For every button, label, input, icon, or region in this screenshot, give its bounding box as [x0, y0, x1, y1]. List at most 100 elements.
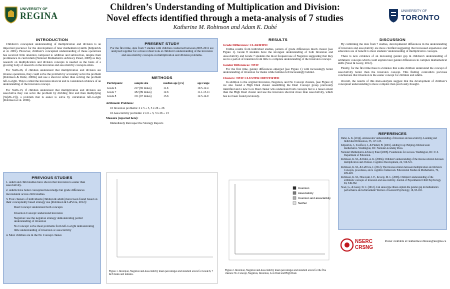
table-header-cell: Participants: [107, 81, 124, 86]
list-item: 2. Adults have better conceptual knowled… [6, 188, 85, 196]
paragraph: For 3x26÷26, if children understand that… [3, 68, 101, 87]
logo-text-top: UNIVERSITY OF [20, 7, 48, 11]
logo-toronto: UNIVERSITY OF TORONTO [388, 6, 448, 30]
result-subheading: Clusters: NEW CLUSTER IDENTIFIED [223, 76, 280, 81]
table-cell: 12.6 [163, 89, 169, 94]
crest-bar [391, 15, 396, 16]
table-cell: 11.6 [163, 85, 169, 90]
list-item: Inversion Concept: understand inversion [14, 210, 63, 215]
table-header-cell: age range [197, 81, 210, 86]
problem-line: 16 Associativity problems: 2 x 6 ÷ 3, 3 … [110, 110, 169, 115]
list-item: 3. Four clusters of individuals (childre… [6, 196, 98, 205]
crsng-text: CRSNG [355, 245, 374, 251]
section-heading: INTRODUCTION [36, 37, 68, 42]
table-cell: 182 (89 males) [134, 89, 152, 94]
list-item: Dual Concept: understand both concepts [14, 205, 63, 210]
section-heading: PRESENT STUDY [144, 40, 180, 46]
section-heading: DISCUSSION [379, 37, 406, 42]
list-item: 4. Most children are in the No Concept c… [6, 233, 63, 238]
results: RESULTS Grade Differences: CLARIFIED Unlik… [223, 37, 333, 100]
subheading: Arithmetic Problems: [106, 100, 134, 105]
title: Children’s Understanding of Multiplicati… [60, 3, 390, 24]
figure-caption: Figure 1. Inversion, Negation and Associ… [109, 270, 214, 276]
section-heading: REFERENCES [378, 130, 407, 136]
logo-regina: UNIVERSITY OF REGINA [4, 4, 64, 30]
crest-bar [391, 12, 396, 13]
present-study: PRESENT STUDY For the first time, data fr… [106, 38, 218, 72]
legend-label: Neither [298, 201, 307, 205]
paragraph: By combining the data from 7 studies, de… [338, 42, 447, 54]
figure-1: Figure 1. Inversion, Negation and Associ… [106, 172, 218, 284]
legend-label: Associativity [298, 191, 314, 195]
table-header-cell: sample size [134, 81, 149, 86]
table-row: Grade 7 182 (89 males) 12.6 11.1-13.11 [106, 90, 218, 94]
table-cell: 217 (82 males) [134, 85, 152, 90]
table-cell: Grade 6 [107, 85, 117, 90]
measure-line: Immediately Retrospective Strategy Repor… [110, 121, 164, 126]
crest [4, 6, 18, 24]
legend-swatch [292, 201, 297, 205]
table-header-cell: median age (yrs) [163, 81, 184, 86]
table-cell: Grade 7 [107, 89, 117, 94]
nserc-icon [340, 238, 354, 252]
legend-swatch [292, 196, 297, 200]
paragraph: There is new evidence of an increasing g… [338, 54, 447, 66]
table-cell: 11.1-13.11 [197, 89, 210, 94]
figure-2: Inversion Associativity Inversion and asso… [223, 178, 333, 284]
logo-text-name: TORONTO [401, 13, 440, 22]
figure-1-plot [116, 179, 213, 258]
legend-label: Inversion [298, 186, 310, 190]
logo-text-top: UNIVERSITY OF [401, 9, 427, 13]
nserc-logo: NSERC CRSNG [340, 236, 380, 266]
list-item: Negation: use the negation strategy demo… [14, 215, 83, 224]
nserc-text: NSERC [355, 239, 373, 245]
methods: METHODS Participants: sample size median ag… [106, 75, 218, 128]
list-item: 1. Adult and child studies have shown th… [6, 179, 86, 188]
paragraph: Unlike results from individual studies, … [223, 46, 333, 62]
legend-swatch [292, 186, 297, 190]
references: REFERENCES Dubé, A. K. (2014). Adolescent… [338, 128, 447, 230]
authors: Katherine M. Robinson and Adam K. Dubé [173, 25, 277, 31]
table-cell: 12.5-14.9 [197, 94, 209, 99]
title-line: Children’s Understanding of Multiplicati… [110, 3, 340, 13]
reference: Robinson, K. M., Ninowski, J. E., & Gray… [341, 175, 442, 186]
section-heading: PREVIOUS STUDIES [31, 174, 73, 180]
table-header-row: Participants: sample size median age (yrs)… [106, 81, 218, 85]
reference: Robinson, K. M., & Dubé, A. K. (2009a). … [341, 158, 444, 165]
paragraph: In addition to the original Inversion, N… [223, 79, 333, 98]
paragraph: For 3x26÷13, if children understand that… [3, 87, 101, 103]
section-heading: RESULTS [268, 37, 288, 42]
nserc-dot [344, 242, 350, 248]
crest-emblem [8, 10, 14, 17]
list-item: No Concept: solve most problems from lef… [14, 224, 95, 232]
reference: Robinson, K. M., & LeFevre, J. (2012). T… [341, 165, 443, 175]
paragraph: Overall, the results of this meta-analys… [338, 78, 447, 87]
table-cell: Grade 8 [107, 94, 117, 99]
figure-caption: Figure 2. Inversion, Negation and Associ… [225, 269, 327, 275]
plot-frame [228, 179, 330, 261]
reference: Stoet, G., & Geary, D. C. (2012). Can st… [341, 186, 439, 193]
introduction: INTRODUCTION Children’s conceptual unders… [3, 37, 101, 104]
participants-table: Participants: sample size median age (yrs)… [106, 81, 218, 99]
previous-studies: PREVIOUS STUDIES 1. Adult and child studi… [3, 172, 101, 284]
discussion: DISCUSSION By combining the data from 7 s… [338, 37, 447, 88]
reference: Kilpatrick, J., Swafford, J., & Findell,… [341, 143, 430, 150]
table-row: Grade 8 151 (67 males) 13.6 12.5-14.9 [106, 94, 218, 98]
table-cell: 13.6 [163, 94, 169, 99]
paragraph: Children’s conceptual understanding of m… [3, 42, 101, 68]
problem-line: 16 Inversion problems: 2 x 5 ÷ 5, 3 x 26… [110, 105, 165, 110]
reference: National Mathematics Advisory Panel (200… [341, 151, 439, 158]
legend-swatch [292, 191, 297, 195]
result-subheading: Gender Differences: NEW [223, 63, 259, 68]
paragraph: Finally, for the first time there is evi… [338, 66, 447, 78]
table-cell: 151 (67 males) [134, 94, 152, 99]
legend-label: Inversion and associativity [298, 196, 331, 200]
paragraph: For the first time, data from 7 studies … [110, 45, 214, 57]
table-cell: 10.5-12.4 [197, 85, 209, 90]
crest [389, 9, 398, 23]
paragraph: For the first time, gender differences e… [223, 66, 333, 75]
logo-text-name: REGINA [20, 11, 58, 21]
